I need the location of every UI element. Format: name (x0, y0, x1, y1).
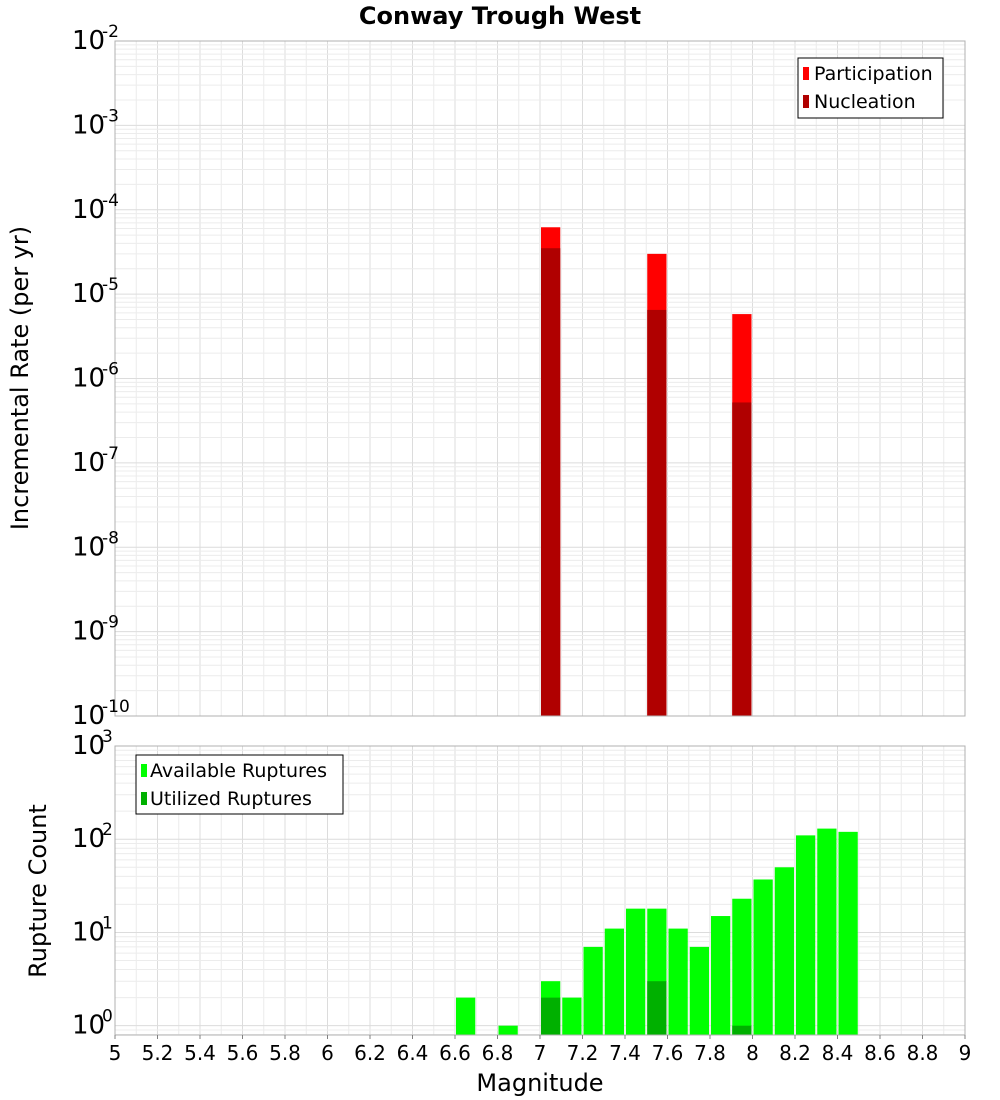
bar-nucleation-7.95 (732, 402, 752, 716)
available-ruptures-legend-swatch (141, 764, 147, 777)
utilized-ruptures-legend-swatch (141, 792, 147, 805)
bar-available-ruptures-7.15 (562, 997, 582, 1035)
y-tick-label: 10 (72, 26, 105, 56)
x-tick-label: 6.4 (397, 1041, 429, 1065)
nucleation-legend-label: Nucleation (814, 91, 916, 113)
top-y-axis-label: Incremental Rate (per yr) (6, 226, 34, 530)
top-plot-frame (114, 40, 966, 717)
y-tick-label: 10 (72, 731, 105, 761)
y-tick-exponent: -4 (102, 191, 119, 211)
y-tick-exponent: 1 (102, 913, 113, 933)
y-tick-label: 10 (72, 701, 105, 731)
x-tick-label: 8 (746, 1041, 759, 1065)
x-tick-label: 5.2 (142, 1041, 174, 1065)
x-tick-label: 7 (534, 1041, 547, 1065)
x-axis-ticks: 5 5.2 5.4 5.6 5.8 6 6.2 6.4 6.6 6.8 7 7.2 7.4 7.6 7.8 8… (109, 1035, 972, 1065)
x-tick-label: 7.8 (694, 1041, 726, 1065)
y-tick-exponent: -8 (102, 528, 119, 548)
bar-utilized-ruptures-7.55 (647, 981, 667, 1035)
x-tick-label: 7.2 (567, 1041, 599, 1065)
y-tick-label: 10 (72, 824, 105, 854)
bar-available-ruptures-8.15 (774, 867, 794, 1035)
y-tick-label: 10 (72, 364, 105, 394)
bottom-bars (456, 828, 858, 1035)
bottom-y-axis-label: Rupture Count (24, 804, 52, 978)
y-tick-exponent: 3 (102, 727, 113, 747)
x-axis-label: Magnitude (476, 1069, 603, 1097)
x-tick-label: 8.2 (779, 1041, 811, 1065)
bar-available-ruptures-8.05 (753, 879, 773, 1035)
x-tick-label: 8.8 (907, 1041, 939, 1065)
x-tick-label: 6 (321, 1041, 334, 1065)
nucleation-legend-swatch (803, 95, 809, 108)
y-tick-label: 10 (72, 917, 105, 947)
bar-utilized-ruptures-7.95 (732, 1025, 752, 1035)
x-tick-label: 8.4 (822, 1041, 854, 1065)
x-tick-label: 9 (959, 1041, 972, 1065)
y-tick-label: 10 (72, 110, 105, 140)
bar-available-ruptures-7.85 (711, 916, 731, 1035)
x-tick-label: 7.4 (609, 1041, 641, 1065)
y-tick-label: 10 (72, 195, 105, 225)
bar-utilized-ruptures-7.05 (541, 997, 561, 1035)
top-bars (541, 227, 752, 717)
bar-available-ruptures-7.35 (604, 928, 624, 1035)
x-tick-label: 5 (109, 1041, 122, 1065)
x-tick-label: 5.6 (227, 1041, 259, 1065)
top-legend-box (797, 57, 944, 119)
y-tick-label: 10 (72, 532, 105, 562)
y-tick-exponent: 2 (102, 820, 113, 840)
y-tick-exponent: -3 (102, 106, 119, 126)
bar-available-ruptures-8.45 (838, 831, 858, 1035)
y-tick-exponent: -5 (102, 275, 119, 295)
bar-available-ruptures-7.95 (732, 898, 752, 1035)
y-tick-label: 10 (72, 617, 105, 647)
bar-available-ruptures-6.85 (498, 1025, 518, 1035)
bar-available-ruptures-8.25 (796, 835, 816, 1035)
y-tick-exponent: 0 (102, 1007, 113, 1027)
top-legend: Participation Nucleation (797, 57, 944, 119)
bottom-legend-box (135, 754, 344, 815)
x-tick-label: 5.8 (269, 1041, 301, 1065)
chart-title: Conway Trough West (359, 2, 641, 30)
bar-nucleation-7.05 (541, 248, 561, 717)
bar-available-ruptures-7.75 (689, 946, 709, 1035)
y-tick-exponent: -10 (102, 697, 130, 717)
bar-available-ruptures-6.65 (456, 997, 476, 1035)
bar-available-ruptures-7.25 (583, 946, 603, 1035)
top-grid (114, 40, 966, 717)
bar-available-ruptures-7.45 (626, 908, 646, 1035)
y-tick-exponent: -2 (102, 22, 119, 42)
participation-legend-label: Participation (814, 63, 933, 85)
bar-nucleation-7.55 (647, 309, 667, 716)
y-tick-label: 10 (72, 279, 105, 309)
y-tick-label: 10 (72, 1011, 105, 1041)
x-tick-label: 6.2 (354, 1041, 386, 1065)
y-tick-exponent: -6 (102, 360, 119, 380)
x-tick-label: 6.6 (439, 1041, 471, 1065)
y-tick-label: 10 (72, 448, 105, 478)
utilized-ruptures-legend-label: Utilized Ruptures (150, 788, 312, 810)
bottom-legend: Available Ruptures Utilized Ruptures (135, 754, 344, 815)
x-tick-label: 8.6 (864, 1041, 896, 1065)
x-tick-label: 6.8 (482, 1041, 514, 1065)
bar-available-ruptures-7.65 (668, 928, 688, 1035)
y-tick-exponent: -9 (102, 613, 119, 633)
participation-legend-swatch (803, 67, 809, 80)
bar-available-ruptures-8.35 (817, 828, 837, 1035)
x-tick-label: 7.6 (652, 1041, 684, 1065)
x-tick-label: 5.4 (184, 1041, 216, 1065)
available-ruptures-legend-label: Available Ruptures (150, 760, 327, 782)
y-tick-exponent: -7 (102, 444, 119, 464)
